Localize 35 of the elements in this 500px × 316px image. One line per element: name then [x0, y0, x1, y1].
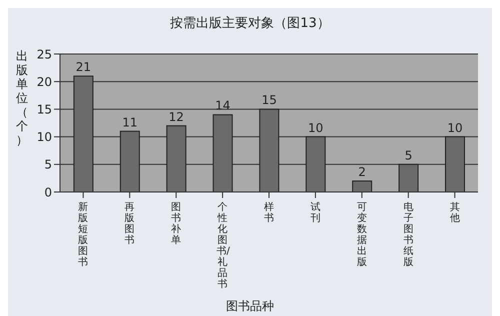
y-tick-label: 5: [44, 158, 52, 172]
bar: [166, 125, 186, 192]
y-tick-label: 10: [36, 130, 52, 144]
y-axis-title: 出版单位（个）: [16, 49, 28, 147]
data-label: 12: [168, 110, 184, 124]
bar: [212, 114, 233, 192]
x-axis-title: 图书品种: [225, 298, 275, 315]
bar: [352, 180, 372, 192]
bar: [444, 136, 465, 192]
bar: [73, 76, 94, 192]
x-tick-label: 试刊: [309, 202, 322, 224]
bar: [259, 108, 280, 192]
x-tick-label: 电子图书纸版: [402, 202, 414, 268]
bar: [120, 130, 140, 192]
y-tick-label: 20: [36, 74, 52, 89]
x-tick-label: 样书: [263, 202, 275, 224]
data-label: 5: [404, 148, 412, 162]
chart-title: 按需出版主要对象（图13）: [169, 15, 331, 32]
x-tick-label: 再版图书: [124, 202, 136, 246]
data-label: 10: [447, 120, 463, 135]
data-label: 14: [215, 98, 230, 113]
data-label: 2: [358, 164, 366, 179]
x-tick-label: 其他: [448, 202, 461, 224]
x-tick-label: 个性化图书/礼品书: [216, 202, 230, 290]
data-label: 15: [262, 93, 277, 108]
data-label: 11: [122, 115, 138, 130]
x-tick-label: 可变数据出版: [356, 202, 368, 268]
bar: [306, 136, 326, 192]
data-label: 21: [76, 60, 92, 74]
data-label: 10: [308, 120, 324, 135]
y-tick-label: 25: [36, 47, 52, 62]
bar: [398, 164, 419, 192]
x-tick-label: 图书补单: [170, 202, 182, 246]
y-tick-label: 0: [44, 185, 52, 200]
y-tick-label: 15: [36, 102, 52, 116]
